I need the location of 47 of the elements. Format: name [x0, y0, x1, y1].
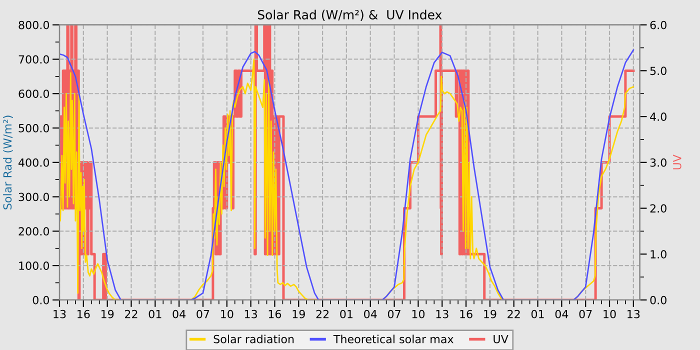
x-tick-label: 19	[484, 310, 496, 318]
x-tick-label: 07	[579, 310, 592, 318]
x-tick-label: 13	[244, 310, 257, 318]
y-tick-label: 400.0	[18, 158, 50, 167]
legend-label: Theoretical solar max	[333, 334, 454, 344]
x-tick-label: 04	[364, 310, 377, 318]
y-tick-label: 600.0	[18, 90, 50, 98]
x-tick-label: 10	[604, 310, 616, 318]
y-tick-label: 100.0	[19, 262, 50, 270]
y-tick-label: 500.0	[18, 124, 50, 132]
y-tick-label: 800.0	[18, 20, 50, 30]
x-tick-label: 16	[78, 310, 90, 318]
y2-tick-label: 3.0	[650, 158, 666, 167]
x-tick-label: 01	[148, 310, 162, 318]
x-tick-label: 04	[172, 310, 186, 318]
y2-tick-label: 6.0	[650, 20, 666, 30]
y-axis-title: Solar Rad (W/m²)	[3, 116, 13, 210]
x-tick-label: 07	[388, 310, 400, 318]
y-tick-label: 300.0	[18, 192, 50, 202]
x-tick-label: 07	[196, 310, 210, 318]
x-tick-label: 13	[54, 310, 66, 318]
y2-tick-label: 5.0	[650, 66, 666, 76]
x-tick-label: 22	[316, 310, 329, 318]
x-tick-label: 19	[101, 310, 114, 318]
legend-label: Solar radiation	[214, 334, 294, 344]
x-tick-label: 10	[221, 310, 234, 318]
x-tick-label: 10	[412, 310, 425, 318]
y2-axis-title: UV	[673, 154, 682, 170]
x-tick-label: 16	[268, 310, 282, 318]
y2-tick-label: 4.0	[650, 112, 666, 121]
x-tick-label: 19	[292, 310, 305, 318]
x-tick-label: 04	[555, 310, 568, 318]
y2-tick-label: 0.0	[650, 296, 666, 304]
y-tick-label: 200.0	[18, 227, 50, 236]
y2-tick-label: 2.0	[650, 204, 666, 213]
legend-label: UV	[494, 335, 508, 344]
x-tick-label: 13	[436, 310, 448, 318]
x-tick-label: 16	[460, 310, 472, 318]
y-tick-label: 700.0	[18, 55, 50, 64]
x-tick-label: 22	[124, 310, 138, 318]
x-tick-label: 01	[340, 310, 353, 318]
y2-tick-label: 1.0	[650, 250, 666, 258]
chart-title: Solar Rad (W/m²) & UV Index	[258, 10, 442, 21]
x-tick-label: 01	[531, 310, 544, 318]
y-tick-label: 0.0	[32, 296, 50, 304]
x-tick-label: 13	[628, 310, 640, 318]
x-tick-label: 22	[508, 310, 520, 318]
